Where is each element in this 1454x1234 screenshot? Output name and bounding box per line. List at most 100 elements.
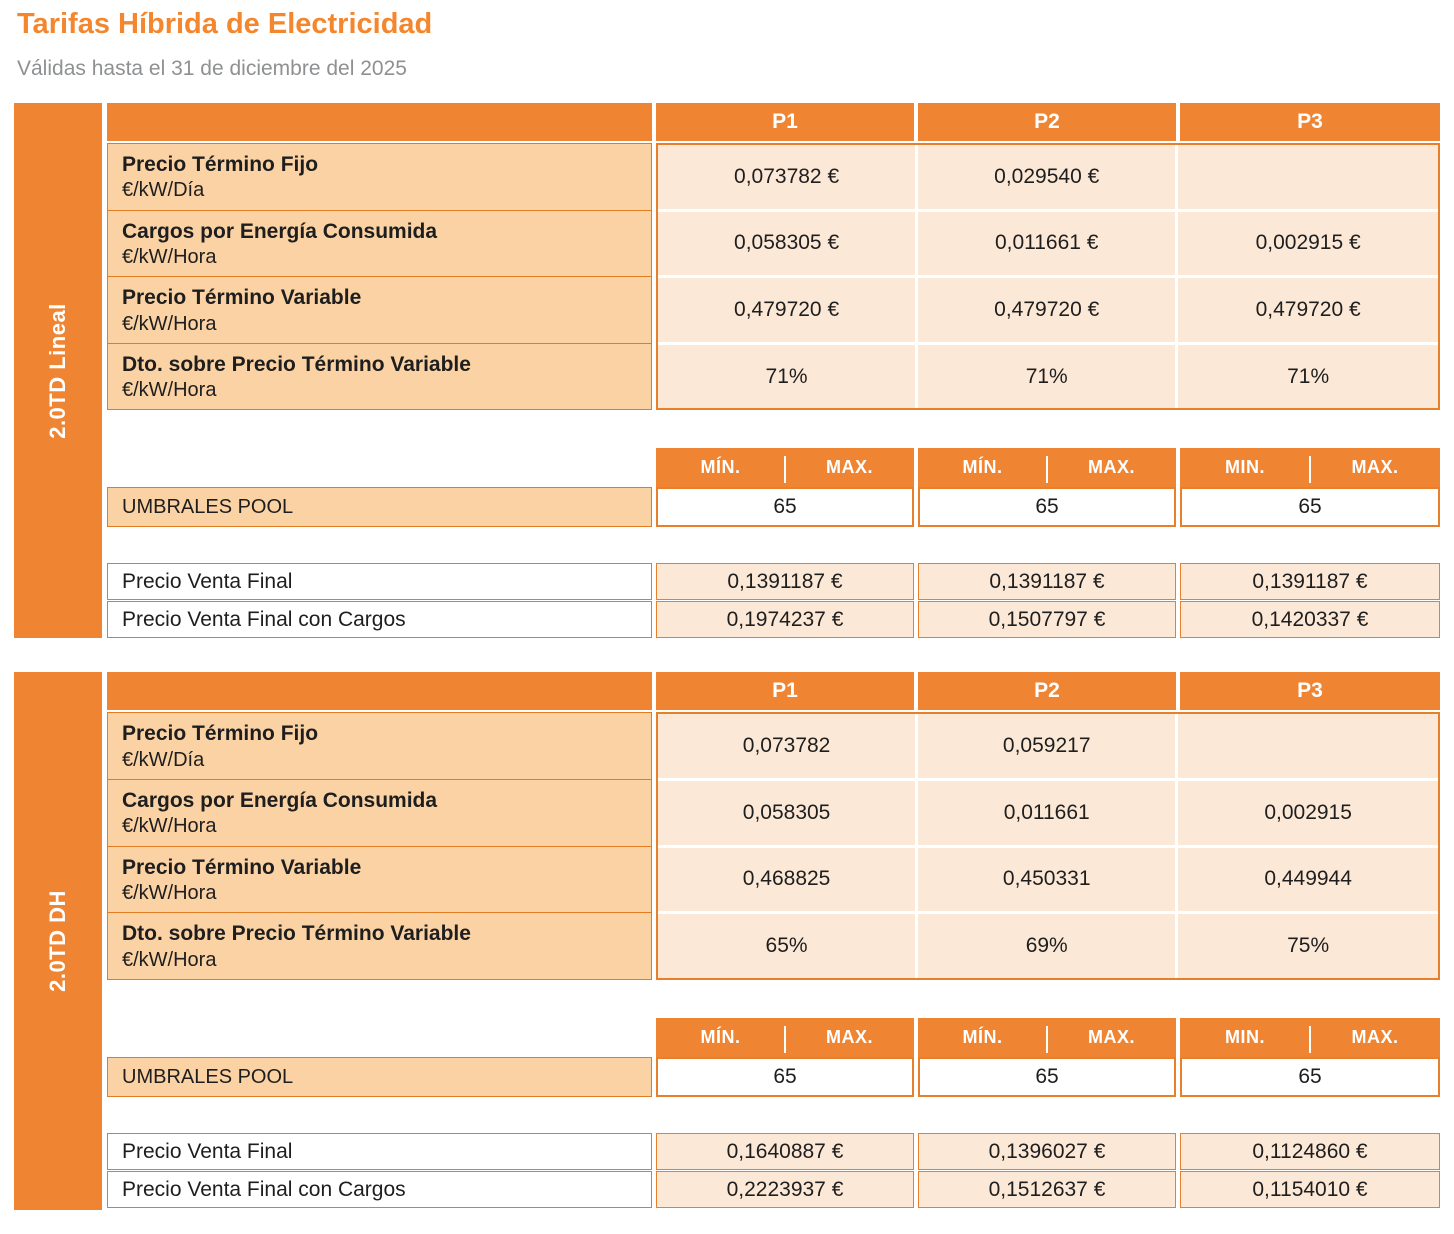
column-header-p3: P3 [1180, 103, 1440, 141]
precio-venta-final-cargos-label: Precio Venta Final con Cargos [107, 1171, 652, 1208]
row-label: Cargos por Energía Consumida €/kW/Hora [107, 209, 652, 278]
value-cell: 0,479720 € [918, 278, 1176, 342]
header-spacer [107, 103, 652, 141]
row-label: Precio Término Variable €/kW/Hora [107, 276, 652, 344]
pvf-value-p2: 0,1391187 € [918, 563, 1176, 601]
minmax-header-row: MÍN. MAX. MÍN. MAX. MIN. MAX. [107, 448, 1440, 488]
page-subtitle: Válidas hasta el 31 de diciembre del 202… [17, 57, 407, 80]
pvfc-value-p1: 0,2223937 € [656, 1171, 914, 1208]
column-header-p3: P3 [1180, 672, 1440, 710]
value-cell: 71% [1178, 344, 1438, 409]
row-label: Dto. sobre Precio Término Variable €/kW/… [107, 912, 652, 980]
row-label-title: Precio Término Variable [122, 855, 362, 879]
pvfc-value-p1: 0,1974237 € [656, 601, 914, 639]
precio-venta-final-cargos-row: Precio Venta Final con Cargos 0,1974237 … [107, 601, 1440, 639]
value-cell: 75% [1178, 914, 1438, 978]
row-label-unit: €/kW/Hora [122, 815, 217, 838]
minmax-header-row: MÍN. MAX. MÍN. MAX. MIN. MAX. [107, 1018, 1440, 1057]
price-table: Precio Término Fijo €/kW/Día Cargos por … [107, 712, 1440, 980]
column-header-p2: P2 [918, 672, 1176, 710]
row-label-title: Dto. sobre Precio Término Variable [122, 352, 471, 376]
umbrales-value-p3: 65 [1180, 487, 1440, 528]
value-cell: 0,011661 [918, 780, 1176, 845]
minmax-max-label: MAX. [826, 1027, 873, 1047]
value-cell: 0,058305 € [658, 211, 916, 276]
minmax-spacer [107, 448, 652, 487]
pvfc-value-p3: 0,1154010 € [1180, 1171, 1440, 1208]
minmax-spacer [107, 1018, 652, 1057]
header-spacer [107, 672, 652, 710]
value-cell: 71% [658, 344, 916, 409]
umbrales-pool-row: UMBRALES POOL 65 65 65 [107, 487, 1440, 528]
minmax-min-label: MÍN. [700, 457, 741, 478]
minmax-min-label: MÍN. [962, 1027, 1003, 1047]
minmax-max-label: MAX. [1351, 1027, 1399, 1047]
sidebar-label: 2.0TD DH [45, 890, 70, 992]
value-cell: 0,002915 [1178, 780, 1438, 845]
precio-venta-final-cargos-label: Precio Venta Final con Cargos [107, 601, 652, 639]
precio-venta-final-row: Precio Venta Final 0,1640887 € 0,1396027… [107, 1133, 1440, 1170]
period-header-row: P1 P2 P3 [107, 103, 1440, 141]
row-labels: Precio Término Fijo €/kW/Día Cargos por … [107, 712, 652, 980]
pvf-value-p1: 0,1391187 € [656, 563, 914, 601]
minmax-max-label: MAX. [1088, 1027, 1135, 1047]
row-label-unit: €/kW/Hora [122, 948, 217, 971]
column-header-p1: P1 [656, 103, 914, 141]
value-cell: 0,059217 [918, 714, 1176, 778]
value-cell: 0,449944 [1178, 847, 1438, 912]
row-label-unit: €/kW/Día [122, 179, 205, 202]
umbrales-pool-label: UMBRALES POOL [107, 1057, 652, 1097]
row-label-unit: €/kW/Hora [122, 312, 217, 335]
minmax-col-p2: MÍN. MAX. [918, 448, 1176, 488]
value-cell: 0,073782 [658, 714, 916, 778]
minmax-max-label: MAX. [1088, 457, 1135, 478]
value-cell: 0,029540 € [918, 144, 1176, 209]
value-cell: 69% [918, 914, 1176, 978]
row-label-unit: €/kW/Día [122, 748, 205, 771]
value-cell [1178, 714, 1438, 778]
precio-venta-final-cargos-row: Precio Venta Final con Cargos 0,2223937 … [107, 1171, 1440, 1208]
column-header-p2: P2 [918, 103, 1176, 141]
pvf-value-p2: 0,1396027 € [918, 1133, 1176, 1170]
row-label-title: Precio Término Fijo [122, 153, 319, 177]
minmax-max-label: MAX. [826, 457, 873, 478]
precio-venta-final-label: Precio Venta Final [107, 563, 652, 601]
row-label: Precio Término Fijo €/kW/Día [107, 712, 652, 780]
precio-venta-final-row: Precio Venta Final 0,1391187 € 0,1391187… [107, 563, 1440, 601]
minmax-col-p1: MÍN. MAX. [656, 1018, 914, 1057]
row-label-title: Dto. sobre Precio Término Variable [122, 922, 471, 946]
minmax-col-p2: MÍN. MAX. [918, 1018, 1176, 1057]
period-header-row: P1 P2 P3 [107, 672, 1440, 710]
umbrales-value-p1: 65 [656, 487, 914, 528]
row-label-title: Precio Término Variable [122, 286, 362, 310]
value-grid: 0,073782 € 0,029540 € 0,058305 € 0,01166… [656, 142, 1440, 411]
minmax-col-p1: MÍN. MAX. [656, 448, 914, 488]
value-cell: 0,073782 € [658, 144, 916, 209]
pvf-value-p3: 0,1124860 € [1180, 1133, 1440, 1170]
section-sidebar: 2.0TD DH [14, 672, 102, 1210]
section-body: P1 P2 P3 Precio Término Fijo €/kW/Día Ca… [107, 103, 1440, 639]
sidebar-label: 2.0TD Lineal [45, 302, 70, 439]
value-cell: 0,058305 [658, 780, 916, 845]
minmax-min-label: MIN. [1225, 1027, 1265, 1047]
price-table: Precio Término Fijo €/kW/Día Cargos por … [107, 142, 1440, 411]
value-grid: 0,073782 0,059217 0,058305 0,011661 0,00… [656, 712, 1440, 980]
pvfc-value-p2: 0,1507797 € [918, 601, 1176, 639]
section-2otd-dh: 2.0TD DH P1 P2 P3 Precio Término Fijo €/… [14, 672, 1440, 1210]
pvfc-value-p3: 0,1420337 € [1180, 601, 1440, 639]
row-label: Dto. sobre Precio Término Variable €/kW/… [107, 342, 652, 411]
value-cell: 0,468825 [658, 847, 916, 912]
row-label-title: Cargos por Energía Consumida [122, 788, 438, 812]
umbrales-value-p2: 65 [918, 487, 1176, 528]
pvf-value-p3: 0,1391187 € [1180, 563, 1440, 601]
umbrales-pool-label: UMBRALES POOL [107, 487, 652, 528]
umbrales-value-p1: 65 [656, 1057, 914, 1097]
row-labels: Precio Término Fijo €/kW/Día Cargos por … [107, 142, 652, 411]
value-cell: 65% [658, 914, 916, 978]
value-cell [1178, 144, 1438, 209]
value-cell: 0,479720 € [1178, 278, 1438, 342]
precio-venta-final-label: Precio Venta Final [107, 1133, 652, 1170]
row-label: Precio Término Variable €/kW/Hora [107, 845, 652, 914]
minmax-col-p3: MIN. MAX. [1180, 1018, 1440, 1057]
umbrales-value-p2: 65 [918, 1057, 1176, 1097]
